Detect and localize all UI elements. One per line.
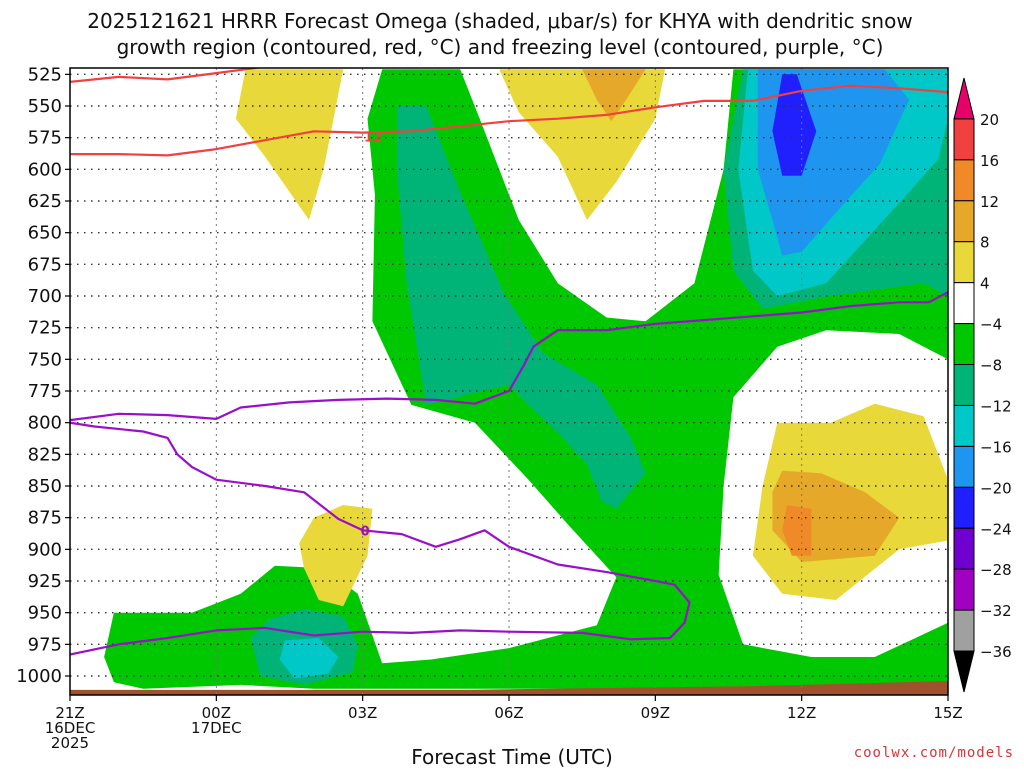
y-tick-label: 1000 [16,666,62,687]
navy-band [772,74,817,176]
colorbar-label: −32 [980,602,1012,620]
credit-link[interactable]: coolwx.com/models [853,745,1014,761]
colorbar-label: −4 [980,316,1002,334]
red-contour [70,84,948,157]
x-tick-label: 16DEC [45,719,96,737]
colorbar-swatch [953,282,975,325]
colorbar-swatch [953,200,975,243]
colorbar-label: 12 [980,193,999,211]
y-tick-label: 575 [28,128,62,149]
teal-band [396,106,646,509]
x-tick-label: 09Z [641,704,670,722]
colorbar-swatch [953,404,975,447]
colorbar-label: −8 [980,357,1002,375]
freezing-level-contour [70,291,948,422]
freezing-level-contour [70,421,691,656]
y-tick-label: 750 [28,349,62,370]
x-tick-label: 21Z [55,704,84,722]
y-tick-label: 700 [28,286,62,307]
colorbar-label: −12 [980,397,1012,415]
y-tick-label: 600 [28,159,62,180]
colorbar-label: 16 [980,152,999,170]
y-tick-label: 900 [28,539,62,560]
colorbar-label: −24 [980,520,1012,538]
y-tick-label: 950 [28,603,62,624]
x-tick-label: 12Z [787,704,816,722]
cyan-band [279,638,339,679]
x-tick-label: 03Z [348,704,377,722]
y-tick-label: 825 [28,444,62,465]
y-tick-label: 800 [28,413,62,434]
colorbar-swatch [953,486,975,529]
y-tick-label: 550 [28,96,62,117]
chart-title-line2: growth region (contoured, red, °C) and f… [116,35,884,59]
dark-orange-band [782,505,812,556]
y-tick-label: 625 [28,191,62,212]
x-tick-label: 17DEC [191,719,242,737]
red-contour [70,68,264,83]
yellow-band [499,69,666,220]
red-contour-label: −12 [353,130,382,145]
colorbar-label: 4 [980,275,990,293]
colorbar-swatch [953,159,975,202]
y-tick-label: 725 [28,318,62,339]
y-tick-label: 925 [28,571,62,592]
ground-surface [70,681,948,695]
y-tick-label: 525 [28,64,62,85]
colorbar-label: −28 [980,561,1012,579]
x-tick-label: 15Z [933,704,962,722]
colorbar-swatch [953,77,975,120]
x-axis-title: Forecast Time (UTC) [411,745,613,769]
colorbar-swatch [953,445,975,488]
colorbar-swatch [953,364,975,406]
chart-title-line1: 2025121621 HRRR Forecast Omega (shaded, … [87,9,913,33]
y-tick-label: 875 [28,508,62,529]
colorbar-swatch [953,118,975,161]
chart-title: 2025121621 HRRR Forecast Omega (shaded, … [0,8,1000,60]
colorbar-swatch [953,609,975,652]
colorbar-swatch [953,323,975,366]
y-tick-label: 775 [28,381,62,402]
y-tick-label: 650 [28,223,62,244]
colorbar-label: 8 [980,234,990,252]
colorbar-swatch [953,650,975,693]
colorbar-label: −20 [980,479,1012,497]
colorbar-swatch [953,527,975,570]
colorbar-label: −16 [980,438,1012,456]
x-tick-label: 00Z [202,704,231,722]
y-tick-label: 675 [28,254,62,275]
freezing-level-contour-label: 0 [361,524,370,539]
orange-band [582,69,646,122]
y-tick-label: 850 [28,476,62,497]
colorbar-label: −36 [980,643,1012,661]
colorbar-swatch [953,241,975,284]
colorbar-label: 20 [980,111,999,129]
y-tick-label: 975 [28,634,62,655]
colorbar-swatch [953,568,975,611]
yellow-band [299,505,373,607]
yellow-band [235,69,344,220]
x-tick-label: 2025 [51,734,89,752]
x-tick-label: 06Z [494,704,523,722]
